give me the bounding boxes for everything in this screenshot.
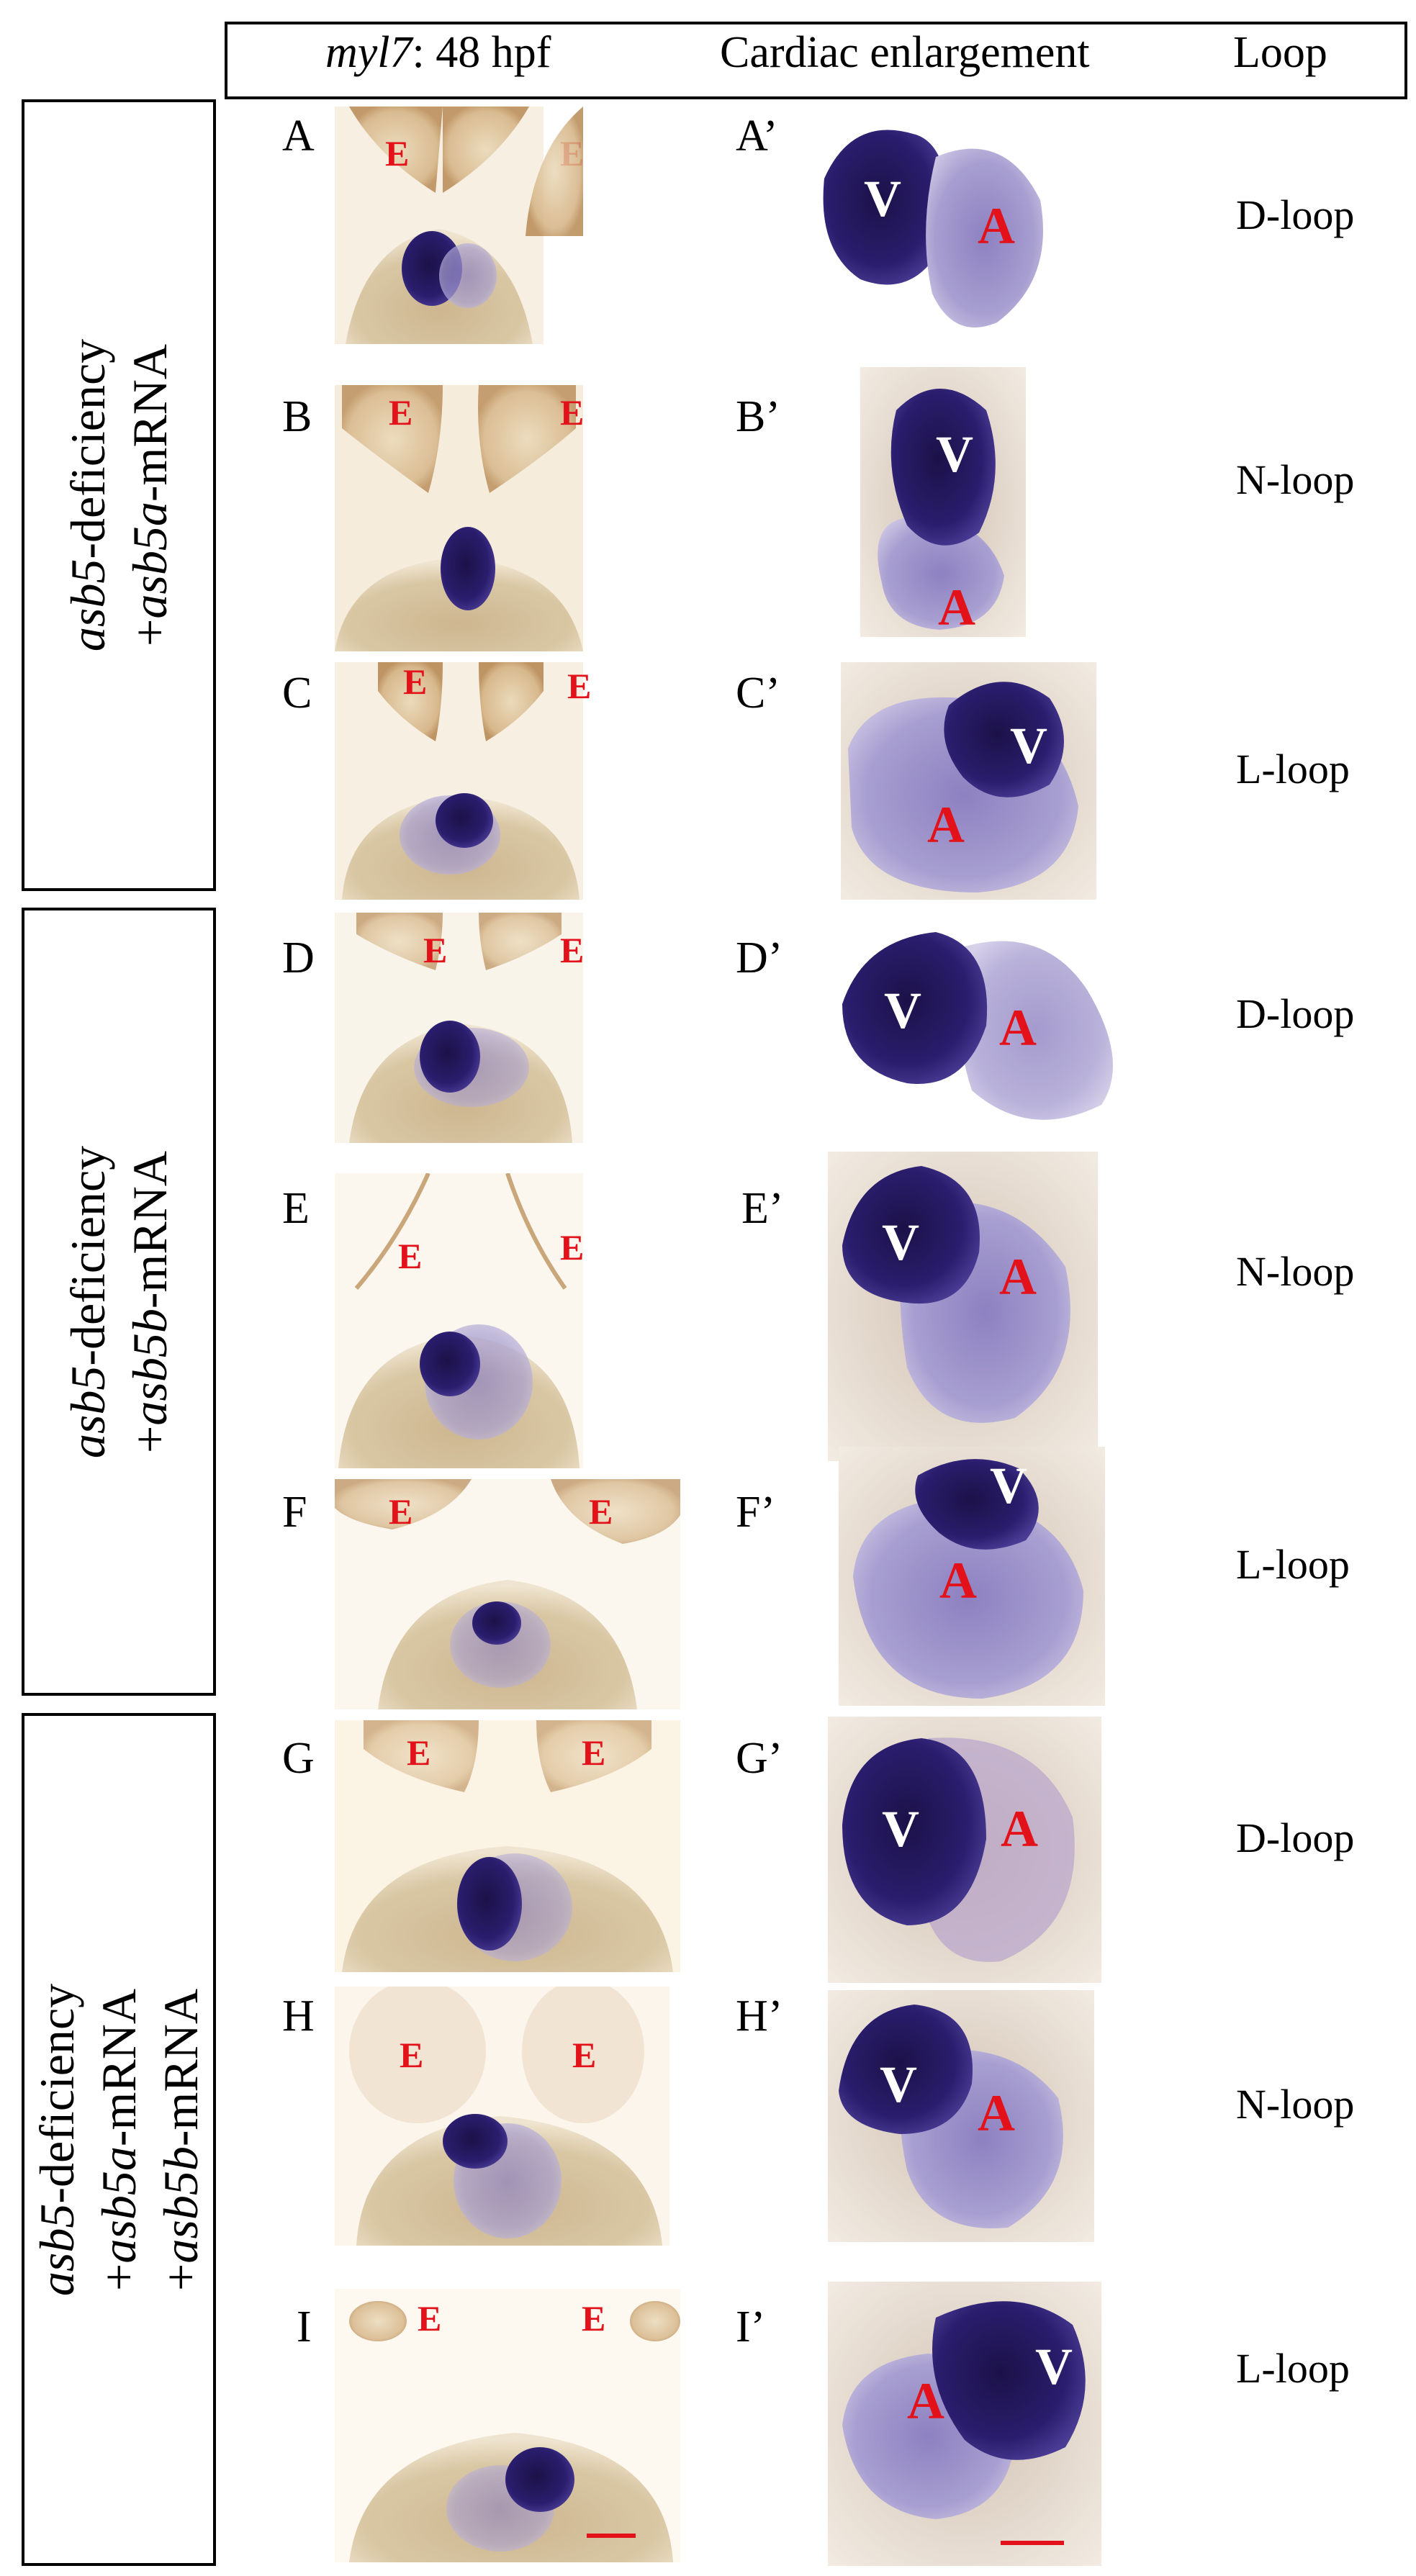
embryo-photo-E [335,1173,583,1468]
group-box-asb5b: asb5-deficiency +asb5b-mRNA [22,908,216,1696]
atrium-mark: A [927,796,965,854]
panel-letter-C-prime: C’ [736,669,780,718]
panel-letter-A-prime: A’ [736,112,778,161]
eye-mark: E [389,392,413,433]
ventricle-mark: V [990,1457,1027,1514]
panel-letter-E: E [282,1184,310,1233]
panel-letter-G: G [282,1734,315,1783]
eye-mark: E [418,2298,442,2338]
header-stage: myl7: 48 hpf [325,30,551,75]
loop-label-B: N-loop [1236,456,1355,503]
embryo-photo-B [335,385,583,651]
column-header-box [225,22,1407,99]
atrium-mark: A [999,1248,1037,1306]
panel-letter-F-prime: F’ [736,1488,776,1537]
header-stage-text: : 48 hpf [412,28,551,77]
loop-label-G: D-loop [1236,1815,1355,1861]
panel-letter-H: H [282,1992,315,2041]
heart-enlargement-I [828,2282,1101,2566]
panel-letter-D-prime: D’ [736,934,783,982]
eye-mark: E [407,1732,431,1773]
panel-letter-B: B [282,392,312,441]
eye-mark: E [560,930,585,970]
panel-letter-I: I [297,2302,312,2351]
embryo-photo-G [335,1720,680,1972]
atrium-mark: A [939,1552,977,1609]
panel-letter-A: A [282,112,315,161]
header-gene: myl7 [325,28,412,77]
panel-letter-F: F [282,1488,307,1537]
eye-mark: E [423,930,448,970]
ventricle-mark: V [884,982,921,1039]
embryo-photo-H [335,1987,669,2246]
group-label-asb5a-asb5b: asb5-deficiency +asb5a-mRNA +asb5b-mRNA [30,1983,208,2296]
embryo-photo-A [335,107,544,344]
ventricle-mark: V [1010,717,1047,774]
eye-mark: E [560,1227,585,1267]
heart-enlargement-F [839,1447,1105,1706]
atrium-mark: A [978,197,1015,255]
header-loop: Loop [1233,28,1327,77]
panel-letter-C: C [282,669,312,718]
panel-letter-H-prime: H’ [736,1992,783,2041]
eye-mark: E [400,2035,424,2075]
ventricle-mark: V [882,1800,919,1858]
panel-letter-E-prime: E’ [741,1184,784,1233]
group-box-asb5a-asb5b: asb5-deficiency +asb5a-mRNA +asb5b-mRNA [22,1713,216,2566]
embryo-photo-D [335,913,583,1143]
embryo-photo-F [335,1479,680,1709]
heart-enlargement-G [828,1717,1101,1983]
eye-mark: E [403,661,428,702]
eye-mark: E [572,2035,597,2075]
panel-letter-B-prime: B’ [736,392,780,441]
eye-mark: E [582,1732,606,1773]
ventricle-mark: V [880,2056,917,2113]
scale-bar-heart [1001,2541,1064,2545]
group-label-asb5b: asb5-deficiency +asb5b-mRNA [60,1145,177,1458]
panel-letter-G-prime: G’ [736,1734,783,1783]
eye-mark: E [389,1491,413,1532]
loop-label-H: N-loop [1236,2081,1355,2128]
panel-letter-I-prime: I’ [736,2302,766,2351]
loop-label-A: D-loop [1236,191,1355,238]
ventricle-mark: V [864,170,901,227]
eye-photo-right-A [511,107,583,236]
loop-label-F: L-loop [1236,1541,1350,1588]
eye-mark: E [582,2298,606,2338]
heart-enlargement-D [828,925,1130,1141]
heart-enlargement-H [828,1990,1094,2242]
eye-mark: E [560,392,585,433]
embryo-photo-C [335,662,583,900]
loop-label-D: D-loop [1236,990,1355,1037]
loop-label-C: L-loop [1236,746,1350,792]
heart-enlargement-C [841,662,1096,900]
embryo-photo-I [335,2289,680,2562]
atrium-mark: A [978,2084,1015,2142]
eye-mark: E [398,1236,423,1276]
ventricle-mark: V [882,1214,919,1271]
heart-enlargement-A [810,114,1058,340]
panel-letter-D: D [282,934,315,982]
atrium-mark: A [1001,1800,1038,1858]
loop-label-I: L-loop [1236,2345,1350,2392]
loop-label-E: N-loop [1236,1248,1355,1295]
atrium-mark: A [907,2372,944,2430]
eye-mark: E [567,666,592,706]
eye-mark: E [589,1491,613,1532]
heart-enlargement-E [828,1152,1098,1461]
scale-bar-embryo [587,2534,636,2538]
heart-enlargement-B [860,367,1026,637]
header-cardiac: Cardiac enlargement [720,28,1090,77]
group-label-asb5a: asb5-deficiency +asb5a-mRNA [60,338,177,652]
ventricle-mark: V [1035,2338,1073,2395]
atrium-mark: A [999,999,1037,1057]
eye-mark: E [385,133,410,173]
ventricle-mark: V [936,425,973,483]
group-box-asb5a: asb5-deficiency +asb5a-mRNA [22,99,216,891]
atrium-mark: A [938,579,975,636]
